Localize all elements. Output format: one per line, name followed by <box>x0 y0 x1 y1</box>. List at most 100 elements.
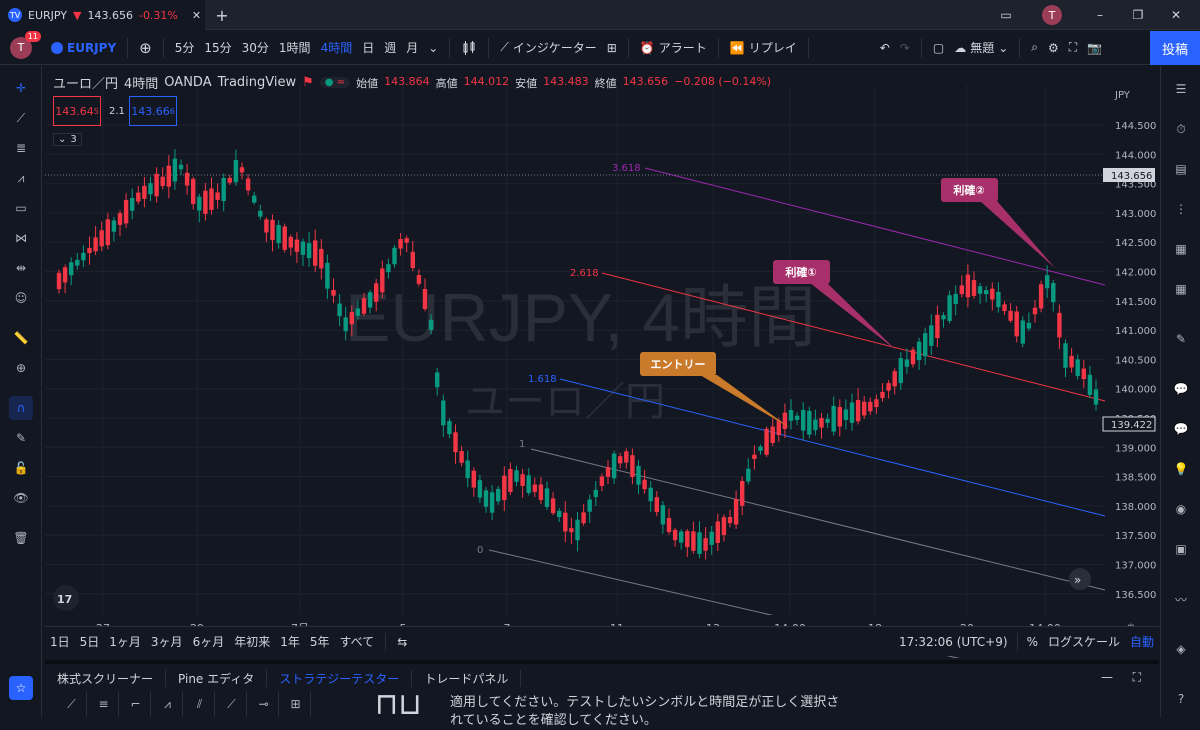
ruler-icon[interactable]: 📏 <box>13 331 29 345</box>
strategy-tool-7-icon[interactable]: ⊞ <box>281 692 311 716</box>
lightbulb-icon[interactable]: 💡 <box>1173 462 1189 476</box>
strategy-tool-3-icon[interactable]: ⩘ <box>153 692 183 716</box>
chat-icon[interactable]: ✎ <box>1175 332 1187 346</box>
panel-tab-0[interactable]: 株式スクリーナー <box>45 669 167 687</box>
panel-tab-3[interactable]: トレードパネル <box>412 669 522 687</box>
interval-6[interactable]: 週 <box>384 41 397 55</box>
maximize-icon[interactable]: ❐ <box>1132 8 1144 22</box>
market-status-badge[interactable]: ● ≈ <box>319 77 351 88</box>
indicators-toggle[interactable]: ⌄ 3 <box>53 133 82 146</box>
zoom-in-icon[interactable]: ⊕ <box>15 361 27 375</box>
lock-icon[interactable]: 🔓 <box>13 461 29 475</box>
layers-icon[interactable]: ◈ <box>1176 642 1186 656</box>
fullscreen-layout-button[interactable]: ▢ <box>928 41 949 55</box>
interval-5[interactable]: 日 <box>362 41 375 55</box>
range-3[interactable]: 3ヶ月 <box>150 635 183 649</box>
close-tab-icon[interactable]: ✕ <box>191 8 202 22</box>
user-avatar[interactable]: T 11 <box>10 30 41 59</box>
chats-icon[interactable]: 💬 <box>1173 422 1189 436</box>
templates-button[interactable]: ⊞ <box>602 41 622 55</box>
scroll-right-button[interactable]: » <box>1069 568 1091 590</box>
layout-icon[interactable]: ▭ <box>1000 8 1012 22</box>
lock-drawing-icon[interactable]: ✎ <box>15 431 27 445</box>
range-6[interactable]: 1年 <box>280 635 300 649</box>
panel-tab-1[interactable]: Pine エディタ <box>166 669 268 687</box>
pattern-icon[interactable]: ⩘ <box>17 170 25 185</box>
indicators-button[interactable]: ⟋ インジケーター <box>495 39 601 56</box>
snapshot-button[interactable]: 📷 <box>1082 41 1107 55</box>
close-window-icon[interactable]: ✕ <box>1170 8 1182 22</box>
interval-1[interactable]: 15分 <box>204 41 232 55</box>
interval-3[interactable]: 1時間 <box>278 41 311 55</box>
tp1-callout[interactable] <box>773 260 830 284</box>
range-8[interactable]: すべて <box>339 635 375 649</box>
calendar-icon[interactable]: ▦ <box>1175 282 1187 296</box>
interval-dropdown-icon[interactable]: ⌄ <box>428 40 439 55</box>
profile-avatar[interactable]: T <box>1042 5 1062 25</box>
alert-button[interactable]: ⏰ アラート <box>635 39 712 56</box>
news-icon[interactable]: ▦ <box>1175 242 1187 256</box>
price-chart[interactable]: EURJPY, 4時間 ユーロ／円 1 0 3.618 2.618 1.618 … <box>45 68 1157 658</box>
strategy-tool-0-icon[interactable]: ⟋ <box>57 692 87 716</box>
minimize-panel-icon[interactable]: — <box>1101 670 1113 684</box>
tp2-callout[interactable] <box>941 178 998 202</box>
redo-button[interactable]: ↷ <box>895 41 915 55</box>
range-1[interactable]: 5日 <box>79 635 100 649</box>
fib-line-3618[interactable] <box>644 167 1106 286</box>
crosshair-icon[interactable]: ✛ <box>15 81 27 95</box>
fullscreen-button[interactable]: ⛶ <box>1064 40 1082 55</box>
flag-icon[interactable]: ⚑ <box>302 75 314 90</box>
stream-icon[interactable]: ◉ <box>1175 502 1187 516</box>
channel-line-top[interactable] <box>530 448 1106 591</box>
text-icon[interactable]: ▭ <box>15 201 27 215</box>
search-button[interactable]: ⌕ <box>1026 40 1043 55</box>
interval-4[interactable]: 4時間 <box>320 41 353 55</box>
pitchfork-icon[interactable]: ⋈ <box>15 231 27 245</box>
candle-style-button[interactable] <box>456 40 482 56</box>
document-tab[interactable]: TV EURJPY ▼ 143.656 -0.31% ✕ <box>0 0 205 30</box>
interval-2[interactable]: 30分 <box>241 41 269 55</box>
pulse-icon[interactable]: 〰 <box>1174 592 1187 607</box>
strategy-tool-5-icon[interactable]: ⟋ <box>217 692 247 716</box>
trend-line-icon[interactable]: ⟋ <box>16 110 26 125</box>
compare-add-button[interactable]: ⊕ <box>134 39 157 57</box>
alerts-clock-icon[interactable]: ⏱ <box>1176 121 1186 136</box>
sell-button[interactable]: 143.64 5 <box>53 96 101 126</box>
range-0[interactable]: 1日 <box>50 635 70 649</box>
watchlist-icon[interactable]: ☰ <box>1175 82 1187 96</box>
smiley-icon[interactable]: ☺ <box>14 291 28 305</box>
layout-name-button[interactable]: ☁ 無題 ⌄ <box>949 39 1013 56</box>
range-2[interactable]: 1ヶ月 <box>109 635 141 649</box>
strategy-tool-1-icon[interactable]: ≡ <box>89 692 119 716</box>
maximize-panel-icon[interactable]: ⛶ <box>1132 670 1141 684</box>
replay-button[interactable]: ⏪ リプレイ <box>725 39 802 56</box>
range-7[interactable]: 5年 <box>309 635 330 649</box>
strategy-tool-2-icon[interactable]: ⌐ <box>121 692 151 716</box>
price-axis[interactable]: JPY 144.500 144.000 143.500 143.000 142.500 1… <box>1102 85 1157 641</box>
auto-scale-toggle[interactable]: 自動 <box>1129 635 1154 649</box>
settings-button[interactable]: ⚙ <box>1043 41 1064 55</box>
percent-toggle[interactable]: % <box>1026 634 1038 649</box>
post-button[interactable]: 投稿 <box>1150 31 1200 65</box>
object-tree-icon[interactable]: ⋮ <box>1175 202 1187 216</box>
minimize-icon[interactable]: – <box>1097 8 1103 22</box>
fib-line-2618[interactable] <box>601 272 1106 402</box>
interval-7[interactable]: 月 <box>406 41 419 55</box>
undo-button[interactable]: ↶ <box>875 41 895 55</box>
help-icon[interactable]: ? <box>1177 692 1185 706</box>
log-scale-toggle[interactable]: ログスケール <box>1047 635 1120 649</box>
goto-date-icon[interactable]: ⇆ <box>397 634 408 649</box>
interval-0[interactable]: 5分 <box>174 41 195 55</box>
star-icon[interactable]: ☆ <box>9 676 33 700</box>
strategy-tool-4-icon[interactable]: ⫽ <box>185 692 215 716</box>
strategy-tool-6-icon[interactable]: ⊸ <box>249 692 279 716</box>
range-4[interactable]: 6ヶ月 <box>192 635 225 649</box>
eye-icon[interactable]: 👁 <box>13 491 29 505</box>
symbol-search[interactable]: EURJPY <box>46 41 121 55</box>
magnet-icon[interactable]: ∩ <box>9 396 33 420</box>
fib-line-1618[interactable] <box>559 378 1106 517</box>
entry-callout[interactable] <box>640 352 716 376</box>
ideas-icon[interactable]: 💬 <box>1173 382 1189 396</box>
panel-tab-2[interactable]: ストラテジーテスター <box>267 669 413 687</box>
fib-tool-icon[interactable]: ≣ <box>15 141 27 155</box>
